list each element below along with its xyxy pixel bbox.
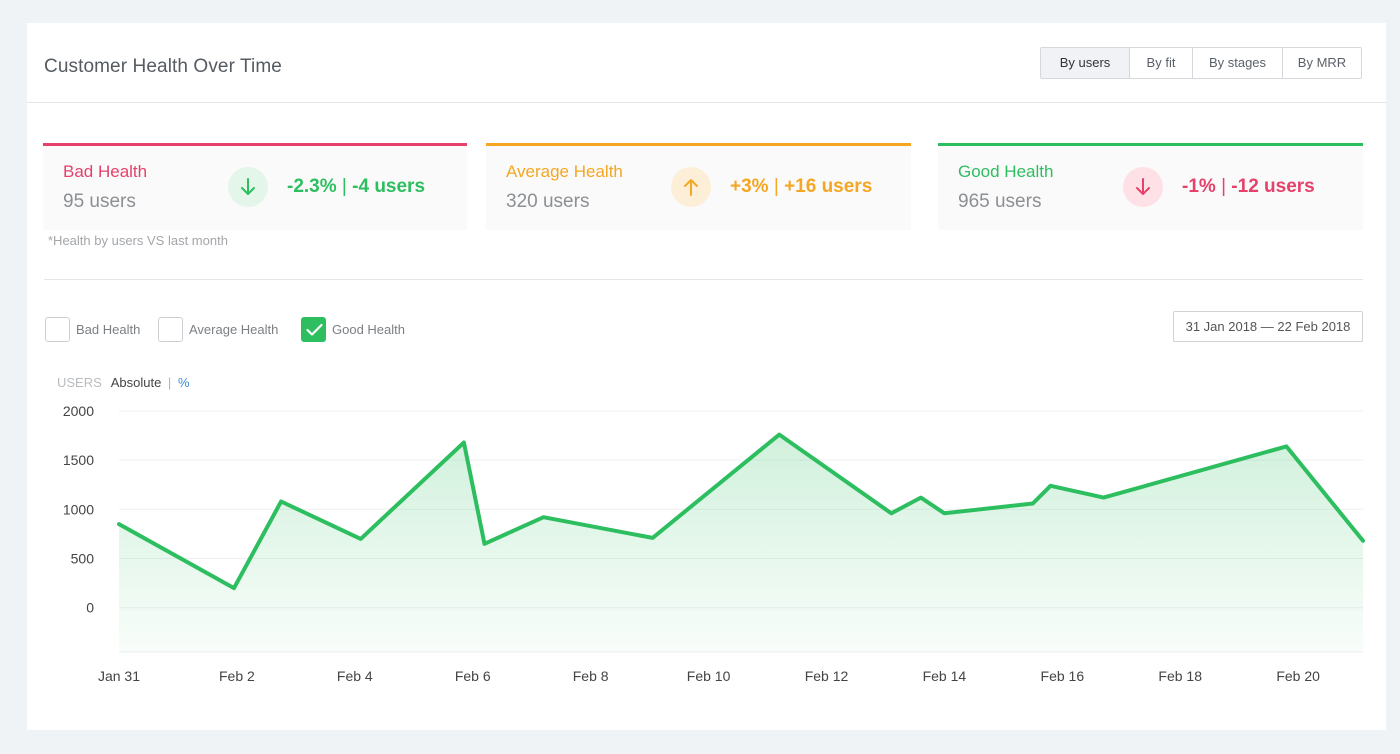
y-tick-label: 0 (86, 600, 94, 616)
tab-by-stages[interactable]: By stages (1192, 48, 1282, 78)
arrow-down-icon (1123, 167, 1163, 207)
data-point (1103, 497, 1105, 499)
change-separator: | (1221, 176, 1227, 197)
x-tick-label: Feb 6 (455, 668, 491, 684)
stat-count: 320 users (506, 191, 590, 212)
data-point (943, 512, 945, 514)
tab-by-fit[interactable]: By fit (1129, 48, 1192, 78)
units-toggle: USERS Absolute | % (57, 375, 190, 390)
change-separator: | (773, 176, 779, 197)
footnote: *Health by users VS last month (48, 233, 228, 248)
data-point (280, 500, 282, 502)
divider (44, 279, 1363, 280)
units-separator: | (167, 375, 172, 390)
stat-change: -1% | -12 users (1182, 176, 1315, 198)
stat-change: -2.3% | -4 users (287, 176, 425, 198)
checkmark-icon (306, 323, 323, 336)
change-users: -4 users (352, 176, 426, 197)
x-tick-label: Feb 10 (687, 668, 731, 684)
y-tick-label: 500 (71, 551, 95, 567)
data-point (652, 537, 654, 539)
x-tick-label: Feb 14 (923, 668, 967, 684)
data-point (542, 516, 544, 518)
data-point (1285, 445, 1287, 447)
data-point (463, 441, 465, 443)
page-title: Customer Health Over Time (44, 56, 282, 77)
chart-area-layer (117, 432, 1365, 652)
view-toggle: By users By fit By stages By MRR (1040, 47, 1362, 79)
x-tick-label: Feb 2 (219, 668, 255, 684)
data-point (1032, 502, 1034, 504)
change-separator: | (341, 176, 347, 197)
arrow-down-icon (228, 167, 268, 207)
y-axis: 2000 1500 1000 500 0 (63, 403, 94, 616)
y-tick-label: 2000 (63, 403, 94, 419)
change-users: -12 users (1231, 176, 1315, 197)
change-percent: -2.3% (287, 176, 337, 197)
legend-label: Good Health (332, 322, 405, 337)
checkbox-good-health[interactable] (301, 317, 326, 342)
tab-by-users[interactable]: By users (1041, 48, 1129, 78)
stat-average-health: Average Health 320 users +3% | +16 users (486, 143, 911, 230)
absolute-toggle[interactable]: Absolute (110, 375, 162, 390)
data-point (1362, 540, 1364, 542)
y-tick-label: 1500 (63, 452, 94, 468)
stat-good-health: Good Health 965 users -1% | -12 users (938, 143, 1363, 230)
stat-count: 95 users (63, 191, 136, 212)
y-tick-label: 1000 (63, 501, 94, 517)
stat-count: 965 users (958, 191, 1042, 212)
card-header: Customer Health Over Time By users By fi… (27, 23, 1386, 103)
units-label: USERS (57, 375, 102, 390)
stat-name: Average Health (506, 162, 623, 181)
data-point (360, 538, 362, 540)
stat-bad-health: Bad Health 95 users -2.3% | -4 users (43, 143, 467, 230)
health-chart: 2000 1500 1000 500 0 Jan 31 Feb 2 Feb 4 Feb 6 Fe… (63, 403, 1365, 684)
data-point (920, 497, 922, 499)
series-area (119, 434, 1363, 652)
data-point (778, 434, 780, 436)
data-point (118, 523, 120, 525)
data-point (890, 512, 892, 514)
x-tick-label: Jan 31 (98, 668, 140, 684)
data-point (1050, 485, 1052, 487)
x-tick-label: Feb 18 (1158, 668, 1202, 684)
data-point (233, 587, 235, 589)
change-users: +16 users (784, 176, 873, 197)
tab-by-mrr[interactable]: By MRR (1282, 48, 1361, 78)
stat-name: Bad Health (63, 162, 148, 181)
x-tick-label: Feb 16 (1041, 668, 1085, 684)
data-point (484, 543, 486, 545)
customer-health-card: Customer Health Over Time By users By fi… (27, 23, 1386, 730)
stat-name: Good Health (958, 162, 1054, 181)
percent-toggle[interactable]: % (177, 375, 190, 390)
x-tick-label: Feb 12 (805, 668, 849, 684)
change-percent: +3% (730, 176, 769, 197)
arrow-up-icon (671, 167, 711, 207)
x-tick-label: Feb 20 (1276, 668, 1320, 684)
change-percent: -1% (1182, 176, 1216, 197)
x-tick-label: Feb 8 (573, 668, 609, 684)
date-range-picker[interactable]: 31 Jan 2018 — 22 Feb 2018 (1173, 311, 1363, 342)
checkbox-bad-health[interactable] (45, 317, 70, 342)
x-tick-label: Feb 4 (337, 668, 373, 684)
legend-label: Average Health (189, 322, 279, 337)
stat-change: +3% | +16 users (730, 176, 872, 198)
x-axis: Jan 31 Feb 2 Feb 4 Feb 6 Feb 8 Feb 10 Feb 12 Fe… (98, 668, 1320, 684)
legend-label: Bad Health (76, 322, 141, 337)
checkbox-average-health[interactable] (158, 317, 183, 342)
